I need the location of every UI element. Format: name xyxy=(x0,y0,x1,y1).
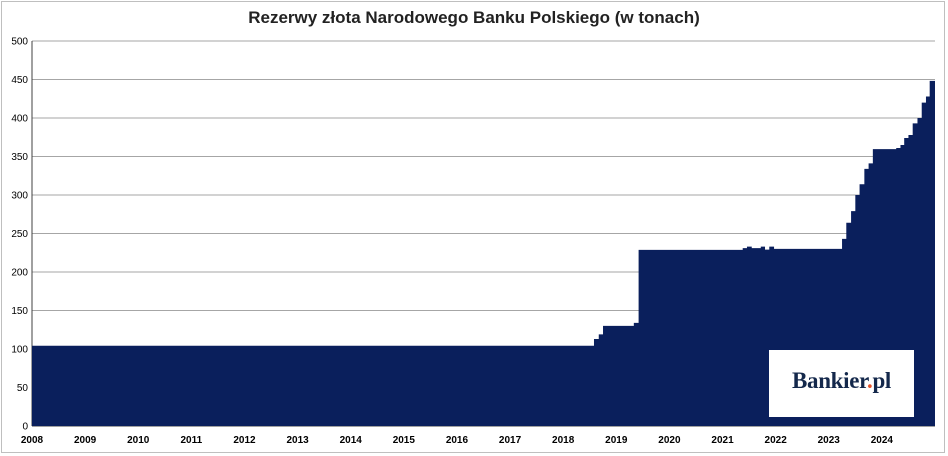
y-tick-label: 250 xyxy=(11,229,28,240)
x-tick-label: 2011 xyxy=(181,435,203,446)
y-tick-label: 50 xyxy=(17,383,29,394)
y-tick-label: 300 xyxy=(11,191,28,202)
logo-dot: . xyxy=(866,368,873,393)
x-tick-label: 2018 xyxy=(552,435,575,446)
x-tick-label: 2012 xyxy=(233,435,256,446)
bankier-logo: Bankier.pl xyxy=(769,350,914,417)
x-tick-label: 2021 xyxy=(711,435,734,446)
gold-reserves-area xyxy=(32,80,935,427)
x-tick-label: 2010 xyxy=(127,435,150,446)
x-tick-label: 2008 xyxy=(21,435,44,446)
y-tick-label: 500 xyxy=(11,37,28,48)
x-tick-label: 2009 xyxy=(74,435,97,446)
y-tick-label: 150 xyxy=(11,306,28,317)
area-series xyxy=(32,80,935,427)
y-tick-label: 450 xyxy=(11,75,28,86)
x-tick-label: 2020 xyxy=(658,435,681,446)
x-tick-label: 2023 xyxy=(818,435,841,446)
y-tick-label: 400 xyxy=(11,114,28,125)
x-tick-label: 2024 xyxy=(871,435,894,446)
x-tick-label: 2019 xyxy=(605,435,628,446)
y-tick-label: 100 xyxy=(11,345,28,356)
x-tick-label: 2017 xyxy=(499,435,522,446)
y-tick-label: 0 xyxy=(22,422,28,433)
logo-tld: pl xyxy=(872,368,892,393)
x-tick-label: 2016 xyxy=(446,435,469,446)
logo-wordmark: Bankier.pl xyxy=(769,368,914,394)
y-axis: 0 50 100 150 200 250 300 350 400 450 500 xyxy=(11,37,28,433)
logo-name: Bankier xyxy=(791,368,867,393)
chart-title: Rezerwy złota Narodowego Banku Polskiego… xyxy=(248,8,700,27)
y-tick-label: 200 xyxy=(11,268,28,279)
y-tick-label: 350 xyxy=(11,152,28,163)
x-tick-label: 2013 xyxy=(286,435,309,446)
x-tick-label: 2022 xyxy=(765,435,788,446)
x-tick-label: 2014 xyxy=(340,435,363,446)
x-axis: 2008 2009 2010 2011 2012 2013 2014 2015 2016 2017… xyxy=(21,435,894,446)
x-tick-label: 2015 xyxy=(393,435,416,446)
